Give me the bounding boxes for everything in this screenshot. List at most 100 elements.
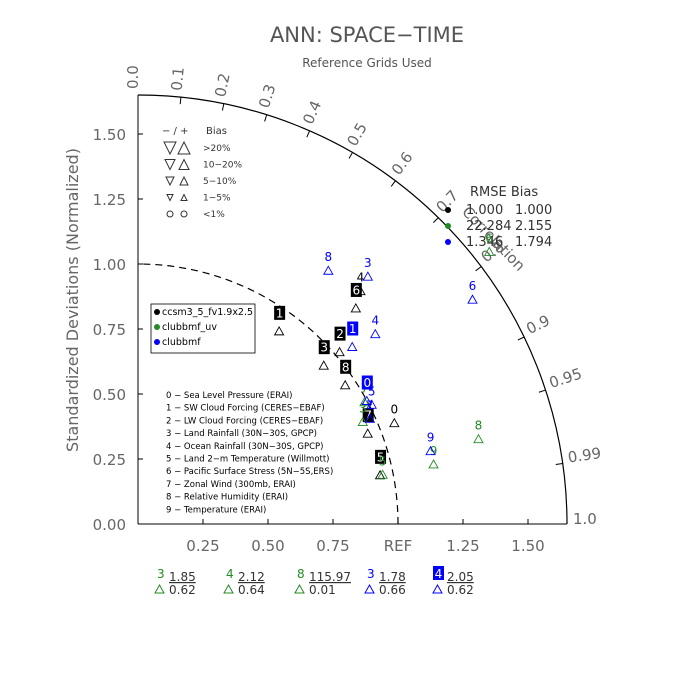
case-legend-box (150, 303, 256, 354)
data-point-marker (483, 246, 495, 256)
bias-pos-marker (177, 140, 191, 155)
corr-tick-mark (475, 266, 482, 272)
variable-list-item: 3 − Land Rainfall (30N−30S, GPCP) (166, 429, 317, 439)
off-scale-var: 4 (226, 567, 234, 581)
sd-tick-label: 1.25 (93, 191, 126, 209)
rmse-legend-value: 1.000 (466, 203, 503, 218)
data-point-marker (334, 346, 345, 357)
off-scale-var: 3 (157, 567, 165, 581)
data-point: 0 (361, 375, 373, 405)
data-point-marker (467, 294, 478, 304)
off-scale-var: 4 (435, 567, 443, 581)
data-point: 5 (377, 454, 388, 479)
bias-neg-marker (165, 176, 175, 187)
off-scale-sd: 115.97 (309, 570, 351, 584)
bias-neg-marker (166, 194, 174, 202)
corr-tick-label: 0.1 (168, 66, 188, 92)
data-point: 8 (339, 359, 352, 390)
data-point: 9 (428, 444, 439, 469)
data-point-label: 7 (364, 409, 372, 423)
data-point-label: 5 (368, 384, 376, 398)
off-scale-sd: 2.05 (447, 570, 474, 584)
off-scale-corr: 0.01 (309, 583, 336, 597)
bias-legend-label: >20% (203, 144, 231, 154)
data-point-marker (339, 379, 351, 390)
corr-tick-mark (517, 336, 525, 341)
data-point: 2 (334, 326, 346, 357)
off-scale-marker (154, 583, 165, 594)
variable-list-item: 6 − Pacific Surface Stress (5N−5S,ERS) (166, 467, 333, 477)
case-legend-marker (154, 324, 160, 330)
corr-tick-label: 0.95 (547, 364, 584, 392)
bias-pos-marker (179, 175, 189, 186)
sd-tick-label: 1.50 (93, 126, 126, 144)
data-point-label: 0 (363, 376, 371, 390)
data-point-label: 6 (485, 231, 493, 245)
variable-list-item: 0 − Sea Level Pressure (ERAI) (166, 391, 293, 401)
rmse-legend-marker (445, 239, 451, 245)
off-scale-marker (294, 583, 305, 594)
off-scale-var: 3 (367, 567, 375, 581)
data-point: 9 (425, 431, 436, 456)
data-point-label: 7 (366, 398, 374, 412)
data-point-label-box (347, 321, 359, 336)
data-point: 7 (364, 398, 376, 423)
data-point: 5 (374, 449, 387, 480)
sd-tick-label: 0.75 (93, 321, 126, 339)
rmse-legend-bias: 1.000 (515, 203, 552, 218)
data-point: 8 (323, 250, 334, 275)
data-point: 3 (318, 340, 330, 370)
case-legend-marker (154, 309, 160, 315)
x-tick-label: REF (384, 537, 413, 555)
data-point: 4 (370, 314, 381, 339)
data-point-label-box (350, 282, 362, 297)
sd-tick-labels: 0.00 0.25 0.50 0.75 1.00 1.25 1.50 (93, 126, 143, 534)
corr-tick-label: 1.0 (573, 510, 597, 528)
off-scale-corr: 0.62 (447, 583, 474, 597)
data-point-marker (361, 395, 373, 405)
case-legend-marker (154, 339, 160, 345)
x-tick-label: 0.25 (186, 537, 219, 555)
data-point: 3 (357, 402, 369, 427)
variable-list-item: 1 − SW Cloud Forcing (CERES−EBAF) (166, 404, 325, 414)
off-scale-corr: 0.64 (238, 583, 265, 597)
data-point-marker (318, 360, 330, 370)
rmse-legend-value: 1.346 (466, 235, 503, 250)
data-point-label: 3 (320, 341, 328, 355)
data-point-marker (473, 433, 484, 444)
data-point: 6 (467, 279, 478, 304)
y-axis-label: Standardized Deviations (Normalized) (63, 148, 82, 452)
data-point-label: 2 (336, 327, 344, 341)
rmse-legend-bias: 1.794 (515, 235, 552, 250)
data-point-marker (362, 428, 373, 438)
corr-tick-mark (433, 217, 439, 223)
corr-tick-mark (538, 389, 546, 393)
data-point: 6 (350, 282, 362, 313)
rmse-legend-marker (445, 223, 451, 229)
off-scale-label-box (433, 566, 444, 580)
data-point-label: 9 (427, 431, 435, 445)
data-point-label-box (318, 340, 330, 355)
corr-tick-mark (264, 114, 268, 122)
data-point-label: 8 (475, 419, 483, 433)
data-point-label: 5 (377, 450, 385, 464)
off-scale-var: 8 (297, 567, 305, 581)
corr-tick-label: 0.3 (255, 82, 279, 110)
off-scale-corr: 0.66 (379, 583, 406, 597)
data-point-marker (362, 271, 374, 281)
data-point: 7 (362, 408, 374, 438)
variable-list-item: 2 − LW Cloud Forcing (CERES−EBAF) (166, 416, 323, 426)
chart-title: ANN: SPACE−TIME (270, 23, 464, 47)
corr-tick-label: 0.99 (567, 444, 603, 467)
case-legend-label: clubbmf_uv (162, 322, 217, 333)
bias-legend-label: <1% (203, 210, 225, 220)
data-point-marker (374, 469, 386, 480)
data-point: 5 (366, 384, 377, 409)
data-point-label: 0 (390, 403, 398, 417)
off-scale-corr: 0.62 (169, 583, 196, 597)
sd-tick-label: 1.00 (93, 256, 126, 274)
off-scale-marker (223, 583, 234, 594)
off-scale-values: 3 1.850.624 2.120.648 115.970.013 1.780.664 2… (154, 566, 474, 597)
